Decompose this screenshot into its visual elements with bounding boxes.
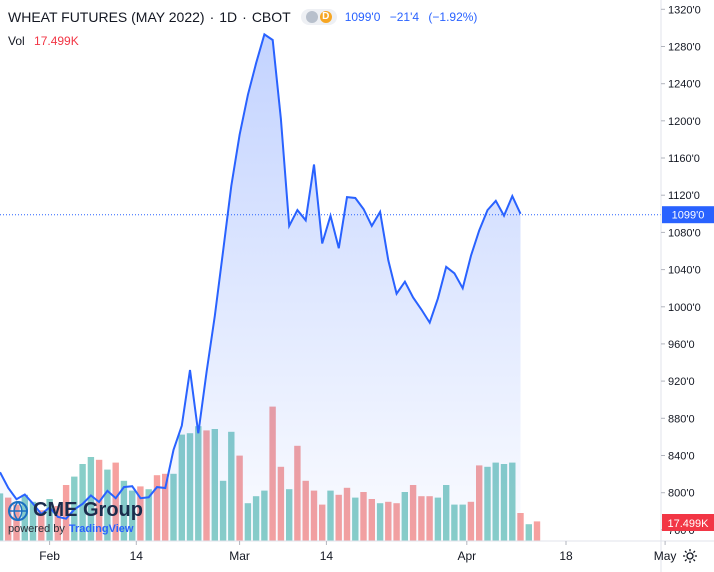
- legend-header: WHEAT FUTURES (MAY 2022) · 1D · CBOT D 1…: [8, 7, 483, 27]
- x-tick-label: Apr: [457, 549, 476, 563]
- volume-legend-label: Vol: [8, 34, 25, 48]
- exchange-label: CBOT: [251, 9, 291, 25]
- x-tick-label: May: [654, 549, 677, 563]
- x-tick-label: 18: [559, 549, 573, 563]
- y-tick-label: 960'0: [668, 339, 695, 351]
- brand-name: CME Group: [33, 499, 143, 521]
- symbol-title[interactable]: WHEAT FUTURES (MAY 2022): [8, 9, 205, 25]
- time-axis[interactable]: Feb 14 Mar 14 Apr 18 May: [39, 541, 676, 563]
- price-area-fill: [0, 34, 521, 542]
- separator-dot: ·: [209, 9, 215, 25]
- volume-bar: [533, 521, 541, 541]
- y-tick-label: 880'0: [668, 413, 695, 425]
- y-tick-label: 800'0: [668, 488, 695, 500]
- y-tick-label: 1120'0: [668, 190, 700, 202]
- last-price-label: 1099'0: [662, 206, 714, 224]
- tradingview-link[interactable]: TradingView: [68, 523, 134, 535]
- cme-tradingview-logo[interactable]: CME Group powered by TradingView: [8, 499, 143, 535]
- x-tick-label: 14: [320, 549, 334, 563]
- last-price-label-text: 1099'0: [672, 210, 705, 222]
- x-tick-label: 14: [130, 549, 144, 563]
- y-tick-label: 1240'0: [668, 79, 701, 91]
- legend-values: 1099'0 −21'4 (−1.92%): [345, 10, 484, 24]
- market-status-badges[interactable]: D: [300, 9, 337, 25]
- y-tick-label: 840'0: [668, 451, 695, 463]
- y-tick-label: 1320'0: [668, 4, 701, 16]
- volume-legend-value: 17.499K: [34, 34, 79, 48]
- status-dot-icon: [305, 11, 318, 23]
- y-tick-label: 1200'0: [668, 116, 701, 128]
- y-tick-label: 1040'0: [668, 265, 701, 277]
- y-tick-label: 1080'0: [668, 227, 701, 239]
- volume-bar: [62, 485, 70, 541]
- volume-legend: Vol 17.499K: [8, 34, 79, 48]
- powered-by-text: powered by: [8, 523, 65, 535]
- interval-label[interactable]: 1D: [219, 9, 238, 25]
- y-tick-label: 1000'0: [668, 302, 701, 314]
- x-tick-label: Mar: [229, 549, 250, 563]
- delayed-data-badge[interactable]: D: [319, 11, 332, 23]
- y-tick-label: 1280'0: [668, 42, 701, 54]
- last-price-value: 1099'0: [344, 10, 381, 24]
- change-percent-value: (−1.92%): [428, 10, 478, 24]
- gear-icon[interactable]: [682, 548, 698, 564]
- separator-dot: ·: [242, 9, 247, 25]
- last-volume-label: 17.499K: [662, 514, 714, 531]
- change-value: −21'4: [389, 10, 420, 24]
- y-tick-label: 920'0: [668, 376, 695, 388]
- volume-bar: [525, 524, 532, 541]
- last-volume-label-text: 17.499K: [668, 518, 710, 530]
- globe-icon: [8, 500, 28, 521]
- price-series-line[interactable]: [0, 32, 522, 520]
- y-tick-label: 1160'0: [668, 153, 700, 165]
- x-tick-label: Feb: [39, 549, 60, 563]
